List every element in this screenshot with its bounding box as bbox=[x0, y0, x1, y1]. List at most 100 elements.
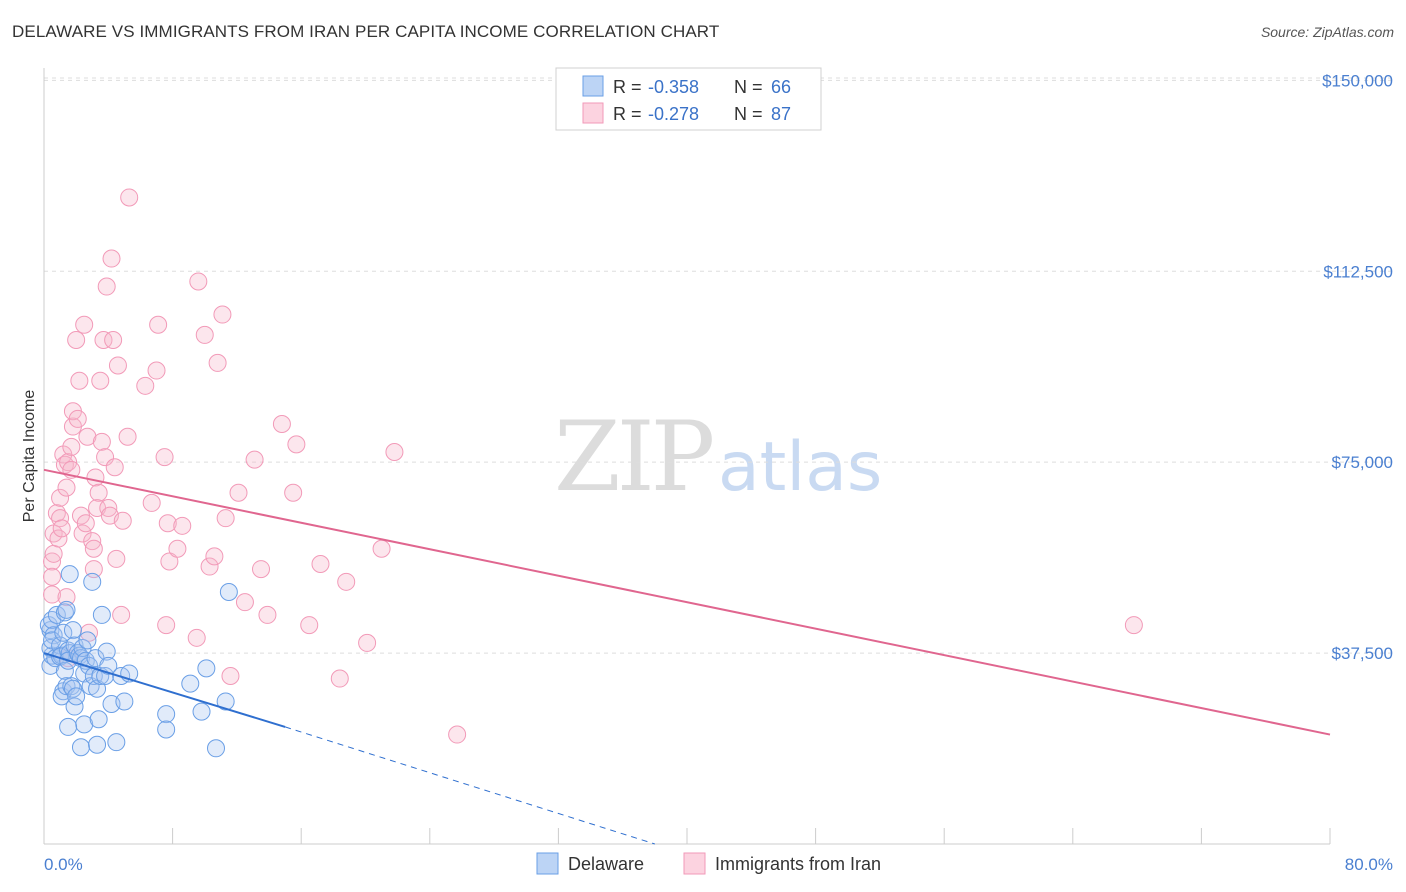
data-point bbox=[197, 659, 216, 678]
stats-n-label-iran: N = bbox=[734, 104, 763, 124]
data-point bbox=[104, 331, 123, 349]
stats-r-label-iran: R = bbox=[613, 104, 642, 124]
data-point bbox=[44, 544, 63, 563]
trendlines bbox=[43, 468, 1331, 845]
data-point bbox=[142, 493, 161, 512]
data-point bbox=[92, 432, 111, 451]
data-point bbox=[89, 710, 108, 729]
data-point bbox=[57, 588, 76, 607]
data-point bbox=[78, 427, 97, 446]
data-point bbox=[92, 605, 111, 624]
data-point bbox=[160, 552, 179, 571]
legend-swatch-delaware bbox=[536, 852, 559, 875]
data-point bbox=[229, 483, 248, 502]
data-point bbox=[84, 539, 103, 558]
x-ticks bbox=[43, 828, 1331, 844]
data-point bbox=[88, 735, 107, 754]
data-point bbox=[67, 331, 86, 349]
data-point bbox=[216, 692, 235, 711]
stats-n-value-delaware: 66 bbox=[771, 77, 791, 97]
data-point bbox=[192, 702, 211, 721]
data-point bbox=[43, 585, 62, 604]
data-point bbox=[205, 547, 224, 566]
data-point bbox=[372, 539, 391, 558]
data-point bbox=[80, 656, 99, 675]
stats-r-value-iran: -0.278 bbox=[648, 104, 699, 124]
y-tick-label: $37,500 bbox=[1332, 644, 1393, 663]
data-point bbox=[221, 667, 240, 685]
data-point bbox=[83, 572, 102, 591]
data-point bbox=[94, 331, 113, 349]
data-point bbox=[76, 514, 95, 533]
data-point bbox=[258, 605, 277, 624]
data-point bbox=[207, 739, 226, 758]
data-point bbox=[78, 631, 97, 650]
data-point bbox=[300, 616, 319, 635]
data-point bbox=[55, 661, 74, 680]
watermark-zip: ZIP bbox=[554, 401, 713, 513]
data-point bbox=[57, 478, 76, 497]
data-point bbox=[448, 725, 467, 744]
y-tick-label: $150,000 bbox=[1322, 71, 1393, 90]
data-point bbox=[157, 616, 176, 635]
data-point bbox=[62, 437, 81, 456]
data-point bbox=[71, 738, 90, 757]
data-point bbox=[252, 560, 271, 579]
data-point bbox=[358, 633, 377, 652]
data-point bbox=[70, 371, 89, 390]
data-point bbox=[155, 448, 174, 467]
y-tick-label: $75,000 bbox=[1332, 453, 1393, 472]
data-point bbox=[385, 443, 404, 461]
data-point bbox=[99, 656, 118, 675]
y-tick-label: $112,500 bbox=[1323, 262, 1393, 281]
data-point bbox=[43, 552, 62, 571]
data-point bbox=[108, 356, 127, 375]
data-point bbox=[102, 249, 121, 268]
data-point bbox=[330, 669, 349, 688]
data-point bbox=[73, 524, 92, 543]
data-point bbox=[99, 499, 118, 517]
data-point bbox=[157, 720, 176, 739]
stats-legend: R = -0.358 N = 66 R = -0.278 N = 87 bbox=[555, 67, 822, 131]
stats-n-value-iran: 87 bbox=[771, 104, 791, 124]
legend-label-delaware: Delaware bbox=[568, 854, 644, 874]
data-point bbox=[96, 667, 115, 685]
data-point bbox=[245, 450, 264, 469]
data-point bbox=[287, 435, 306, 454]
data-point bbox=[168, 539, 187, 558]
data-point bbox=[107, 733, 126, 752]
data-point bbox=[113, 511, 132, 530]
data-point bbox=[187, 628, 206, 647]
stats-r-label-delaware: R = bbox=[613, 77, 642, 97]
data-point bbox=[272, 415, 291, 433]
source-label: Source: ZipAtlas.com bbox=[1260, 24, 1394, 40]
data-point bbox=[337, 572, 356, 591]
data-point bbox=[75, 315, 94, 334]
data-point bbox=[147, 361, 166, 380]
series-legend: Delaware Immigrants from Iran bbox=[536, 852, 881, 875]
data-point bbox=[1124, 616, 1143, 635]
data-point bbox=[75, 715, 94, 734]
watermark-atlas: atlas bbox=[718, 428, 882, 507]
data-point bbox=[51, 488, 70, 507]
data-point bbox=[149, 315, 168, 334]
trendline-iran bbox=[43, 468, 1331, 736]
data-point bbox=[52, 519, 71, 538]
data-point bbox=[136, 376, 155, 395]
data-point bbox=[49, 529, 68, 548]
data-point bbox=[284, 483, 303, 502]
data-point bbox=[57, 600, 76, 619]
data-point bbox=[120, 188, 139, 207]
data-point bbox=[112, 605, 131, 624]
gridlines bbox=[44, 77, 1393, 654]
chart-title: DELAWARE VS IMMIGRANTS FROM IRAN PER CAP… bbox=[12, 22, 720, 41]
stats-legend-swatch-iran bbox=[582, 102, 604, 124]
data-point bbox=[43, 567, 62, 586]
data-point bbox=[97, 277, 116, 296]
data-point bbox=[97, 642, 116, 661]
data-point bbox=[189, 272, 208, 291]
legend-label-iran: Immigrants from Iran bbox=[715, 854, 881, 874]
data-point bbox=[115, 692, 134, 711]
watermark: ZIP atlas bbox=[554, 401, 882, 513]
